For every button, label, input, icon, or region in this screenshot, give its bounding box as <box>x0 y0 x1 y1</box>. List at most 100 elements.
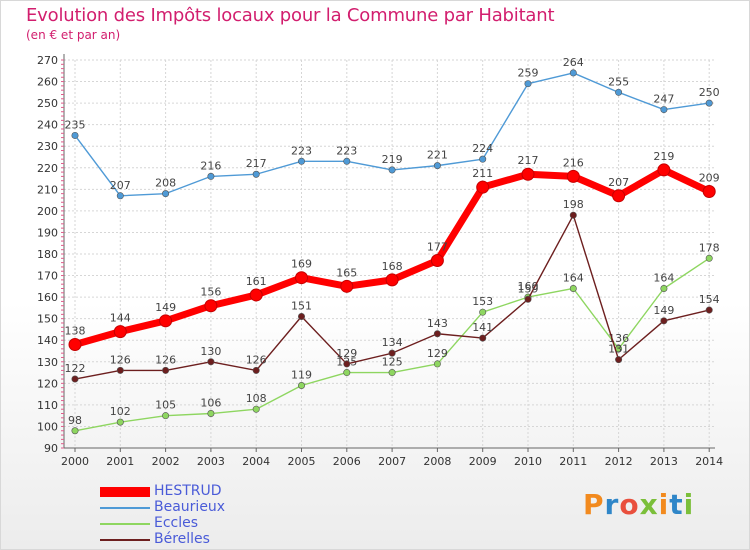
y-tick-label: 190 <box>37 226 58 239</box>
x-tick-label: 2004 <box>242 455 270 468</box>
data-point <box>479 334 487 342</box>
logo-letter: x <box>639 488 659 521</box>
data-point <box>252 405 260 413</box>
data-label: 221 <box>427 149 448 162</box>
data-label: 198 <box>563 198 584 211</box>
data-label: 165 <box>336 266 357 279</box>
data-label: 247 <box>653 93 674 106</box>
data-label: 235 <box>65 118 86 131</box>
data-label: 143 <box>427 317 448 330</box>
data-label: 131 <box>608 343 629 356</box>
x-tick-label: 2005 <box>288 455 316 468</box>
data-label: 105 <box>155 399 176 412</box>
data-point <box>479 155 487 163</box>
data-point <box>388 166 396 174</box>
data-point <box>569 69 577 77</box>
logo-letter: o <box>619 488 640 521</box>
data-point <box>297 381 305 389</box>
y-tick-label: 260 <box>37 76 58 89</box>
data-label: 126 <box>155 353 176 366</box>
data-point <box>569 211 577 219</box>
data-point <box>479 308 487 316</box>
data-label: 149 <box>653 304 674 317</box>
y-tick-label: 110 <box>37 399 58 412</box>
data-label: 119 <box>291 368 312 381</box>
data-point <box>521 167 535 181</box>
data-point <box>612 189 626 203</box>
data-label: 125 <box>382 356 403 369</box>
data-point <box>252 170 260 178</box>
logo-letter: i <box>658 488 670 521</box>
data-label: 259 <box>518 67 539 80</box>
data-point <box>343 369 351 377</box>
data-point <box>388 369 396 377</box>
data-point <box>71 375 79 383</box>
data-point <box>252 366 260 374</box>
data-point <box>388 349 396 357</box>
data-label: 106 <box>200 397 221 410</box>
data-label: 129 <box>427 347 448 360</box>
data-label: 216 <box>563 156 584 169</box>
data-point <box>660 106 668 114</box>
data-point <box>295 271 308 285</box>
legend-swatch <box>100 523 150 525</box>
y-tick-label: 160 <box>37 291 58 304</box>
y-tick-label: 130 <box>37 356 58 369</box>
legend-label: HESTRUD <box>154 483 222 499</box>
data-point <box>660 284 668 292</box>
y-tick-label: 250 <box>37 97 58 110</box>
data-point <box>207 358 215 366</box>
data-point <box>297 157 305 165</box>
data-point <box>430 253 444 267</box>
y-tick-label: 140 <box>37 334 58 347</box>
data-label: 219 <box>382 153 403 166</box>
data-point <box>566 169 580 183</box>
data-label: 178 <box>699 241 720 254</box>
data-point <box>116 418 124 426</box>
x-tick-label: 2011 <box>559 455 587 468</box>
legend-swatch <box>100 539 150 541</box>
data-point <box>705 306 713 314</box>
x-tick-label: 2007 <box>378 455 406 468</box>
data-label: 211 <box>472 167 493 180</box>
data-point <box>68 338 82 352</box>
data-point <box>433 330 441 338</box>
legend-swatch <box>100 507 150 509</box>
data-label: 108 <box>246 392 267 405</box>
data-label: 177 <box>427 240 448 253</box>
y-tick-label: 210 <box>37 183 58 196</box>
x-tick-label: 2000 <box>61 455 89 468</box>
data-point <box>524 295 532 303</box>
data-label: 164 <box>653 271 674 284</box>
data-point <box>340 279 354 293</box>
data-point <box>615 88 623 96</box>
data-point <box>476 180 490 194</box>
logo-letter: i <box>683 488 695 521</box>
chart-title: Evolution des Impôts locaux pour la Comm… <box>26 5 555 26</box>
data-point <box>71 427 79 435</box>
data-point <box>297 313 305 321</box>
data-label: 224 <box>472 142 493 155</box>
data-point <box>116 192 124 200</box>
x-tick-label: 2001 <box>106 455 134 468</box>
data-label: 264 <box>563 56 584 69</box>
proxiti-logo: Proxiti <box>583 488 694 521</box>
data-point <box>705 99 713 107</box>
data-point <box>116 366 124 374</box>
data-label: 164 <box>563 271 584 284</box>
data-label: 154 <box>699 293 720 306</box>
x-tick-label: 2012 <box>605 455 633 468</box>
legend-label: Beaurieux <box>154 499 226 515</box>
data-point <box>343 157 351 165</box>
data-point <box>615 356 623 364</box>
y-tick-label: 170 <box>37 270 58 283</box>
legend-label: Eccles <box>154 515 199 531</box>
logo-letter: t <box>669 488 684 521</box>
y-tick-label: 100 <box>37 420 58 433</box>
x-tick-label: 2008 <box>423 455 451 468</box>
data-label: 217 <box>246 157 267 170</box>
y-tick-label: 220 <box>37 162 58 175</box>
data-label: 138 <box>65 325 86 338</box>
chart-subtitle: (en € et par an) <box>26 28 121 42</box>
